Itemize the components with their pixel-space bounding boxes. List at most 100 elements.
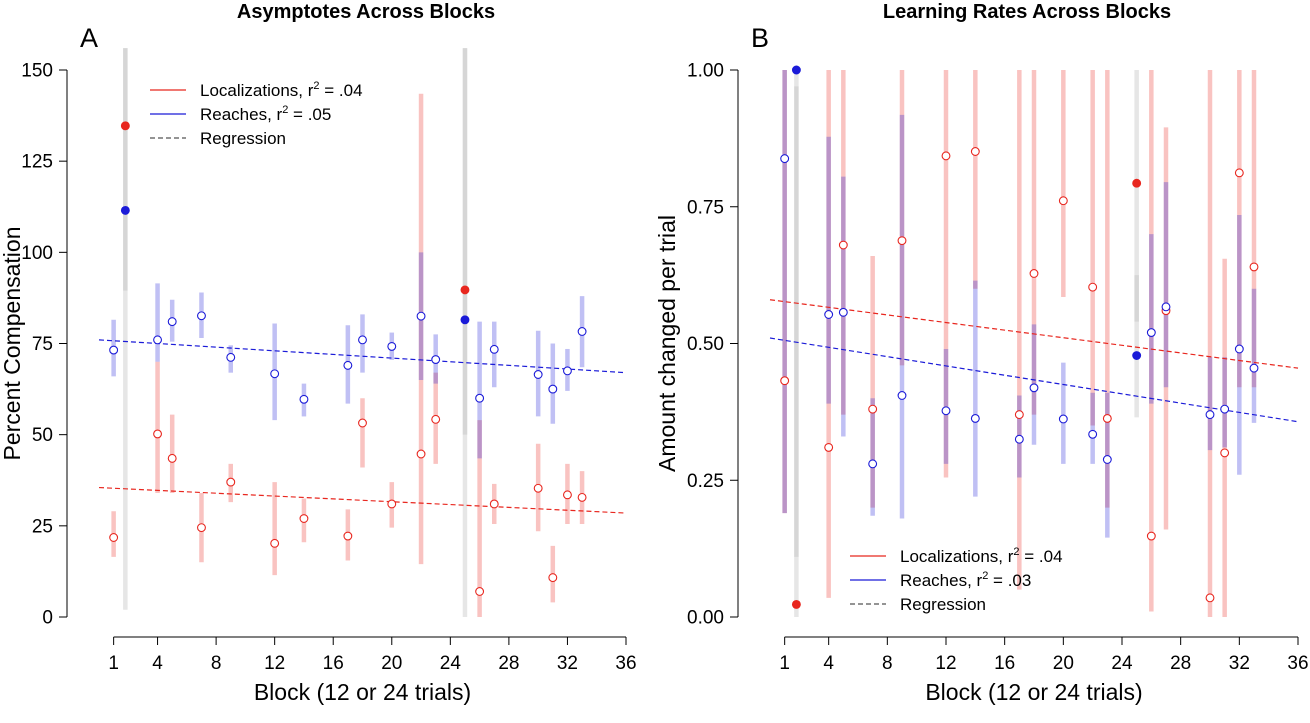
panel-a-reaches-point	[167, 317, 177, 327]
panel-b-reaches-point	[970, 413, 980, 423]
panel-a-localizations-point	[489, 499, 499, 509]
panel-a-x-tick-label: 32	[557, 653, 578, 674]
panel-b-y-tick-label: 0.50	[687, 334, 724, 355]
panel-b-localizations-point	[1220, 448, 1230, 458]
panel-a-x-tick-label: 1	[108, 653, 119, 674]
panel-a-excluded-point	[120, 121, 130, 131]
panel-b-reaches-point	[868, 459, 878, 469]
panel-b-x-tick-label: 12	[935, 653, 956, 674]
panel-b-excluded-point	[1132, 178, 1142, 188]
panel-b-y-tick-label: 0.00	[687, 608, 724, 629]
panel-a-legend-label: Reaches, r2 = .05	[200, 104, 331, 124]
panel-b-x-tick-label: 8	[882, 653, 893, 674]
panel-b-legend-label: Reaches, r2 = .03	[900, 570, 1031, 590]
panel-a-localizations-point	[475, 587, 485, 596]
panel-a-reaches-point	[562, 366, 572, 376]
panel-a-excluded-point	[460, 315, 470, 325]
panel-a-y-tick-label: 150	[21, 61, 53, 82]
panel-b-localizations-point	[1205, 593, 1215, 603]
panel-a-reaches-point	[431, 355, 441, 364]
panel-a-reaches-point	[533, 370, 543, 379]
panel-b-legend-label-suffix: = .03	[988, 571, 1031, 590]
panel-a-x-tick-label: 24	[440, 653, 462, 674]
panel-a-reaches-point	[226, 352, 236, 362]
panel-a-x-tick-label: 16	[323, 653, 344, 674]
panel-b-excluded-point	[791, 599, 801, 609]
panel-a-reaches-point	[109, 345, 119, 355]
panel-b-x-tick-label: 36	[1287, 653, 1308, 674]
panel-a-x-tick-label: 12	[264, 653, 285, 674]
panel-b-localizations-point	[1249, 262, 1259, 272]
panel-b-reaches-point	[1014, 434, 1024, 444]
panel-a-asymptotes: Asymptotes Across Blocks A 0 25 50 75 100 125 15…	[0, 1, 637, 705]
panel-a-x-tick-label: 36	[615, 653, 636, 674]
panel-b-reaches-point	[1249, 363, 1259, 373]
panel-b-reaches-point	[780, 154, 790, 164]
panel-b-reaches-point	[1205, 410, 1215, 420]
panel-a-legend-label: Localizations, r2 = .04	[200, 80, 363, 100]
panel-b-localizations-point	[1234, 168, 1244, 178]
panel-a-y-tick-label: 100	[21, 243, 53, 264]
panel-a-x-tick-label: 28	[498, 653, 519, 674]
panel-a-legend-label-suffix: = .04	[320, 81, 363, 100]
panel-a-legend-label-text: Regression	[200, 129, 286, 148]
panel-a-legend-label-suffix: = .05	[288, 105, 331, 124]
panel-a-localizations-point	[197, 523, 206, 533]
panel-a-excluded-point	[460, 285, 470, 295]
panel-b-legend-label: Regression	[900, 595, 986, 614]
panel-b-reaches-point	[1058, 414, 1068, 424]
panel-b-reaches-point	[897, 391, 907, 400]
panel-a-legend-label-sup: 2	[313, 80, 319, 92]
panel-a-reaches-point	[153, 335, 163, 345]
panel-a-reaches-point	[387, 341, 397, 351]
panel-b-localizations-regression-line	[769, 299, 1299, 369]
panel-b-legend-label-text: Regression	[900, 595, 986, 614]
panel-b-localizations-point	[1146, 531, 1156, 541]
panel-a-localizations-point	[562, 490, 572, 500]
panel-a-localizations-point	[387, 499, 397, 509]
panel-a-reaches-point	[489, 344, 499, 354]
panel-a-reaches-point	[577, 327, 587, 336]
panel-b-legend-label-suffix: = .04	[1020, 547, 1063, 566]
panel-a-y-tick-label: 50	[32, 425, 53, 446]
panel-b-y-tick-label: 1.00	[687, 61, 724, 82]
panel-a-localizations-point	[153, 429, 163, 439]
panel-a-excluded-point	[120, 205, 130, 215]
panel-b-panel-letter: B	[751, 23, 769, 53]
panel-a-x-axis-label: Block (12 or 24 trials)	[254, 679, 471, 705]
panel-b-localizations-point	[824, 442, 834, 452]
panel-a-reaches-point	[299, 394, 309, 404]
panel-b-localizations-point	[970, 147, 980, 156]
panel-a-localizations-point	[226, 477, 236, 487]
panel-b-reaches-regression-line	[769, 337, 1299, 423]
panel-b-reaches-point	[941, 406, 951, 416]
panel-a-localizations-point	[167, 453, 177, 463]
panel-b-legend-label-text: Localizations, r	[900, 547, 1014, 566]
panel-b-x-tick-label: 16	[994, 653, 1015, 674]
panel-a-reaches-point	[475, 393, 485, 403]
panel-a-localizations-point	[358, 418, 367, 428]
panel-a-reaches-point	[358, 335, 367, 345]
panel-b-x-tick-label: 28	[1170, 653, 1191, 674]
panel-a-reaches-point	[416, 311, 426, 321]
panel-a-localizations-regression-line	[98, 486, 627, 514]
panel-b-localizations-point	[1029, 269, 1039, 278]
panel-a-legend-label-text: Localizations, r	[200, 81, 314, 100]
panel-b-reaches-point	[1220, 404, 1230, 414]
panel-b-reaches-point	[1161, 302, 1171, 312]
panel-b-reaches-point	[1088, 429, 1098, 439]
panel-b-reaches-point	[824, 310, 834, 319]
panel-a-localizations-point	[533, 483, 543, 493]
panel-a-x-tick-label: 8	[211, 653, 222, 674]
panel-b-reaches-point	[1102, 455, 1112, 464]
panel-a-legend: Localizations, r2 = .04 Reaches, r2 = .05…	[150, 80, 363, 148]
panel-b-legend-label-text: Reaches, r	[900, 571, 983, 590]
panel-b-localizations-point	[1088, 282, 1098, 292]
panel-b-excluded-point	[1132, 351, 1142, 360]
panel-b-x-tick-label: 4	[823, 653, 834, 674]
panel-a-x-tick-label: 4	[152, 653, 163, 674]
panel-a-localizations-point	[431, 414, 441, 424]
panel-a-localizations-point	[577, 492, 587, 502]
